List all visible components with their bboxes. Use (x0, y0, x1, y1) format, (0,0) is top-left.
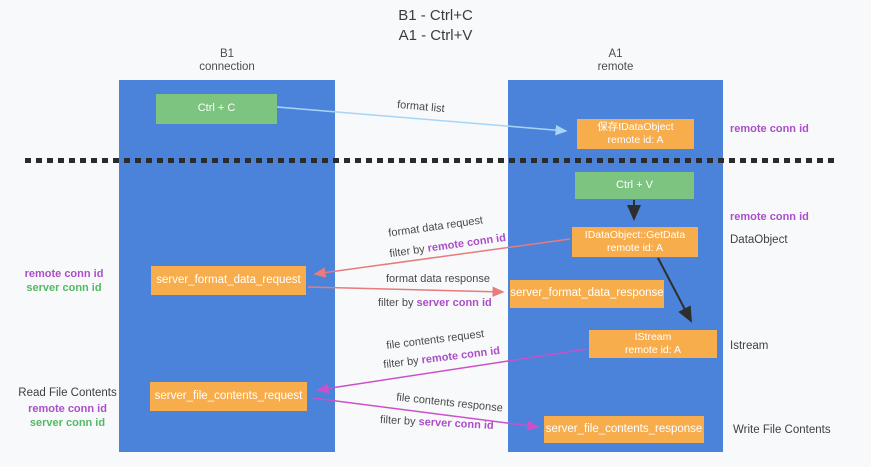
diagram-title: B1 - Ctrl+C A1 - Ctrl+V (0, 6, 871, 46)
left-top-conn-id-labels: remote conn id server conn id (12, 267, 116, 295)
label-istream: Istream (730, 340, 769, 352)
label-remote-conn-id: remote conn id (28, 403, 107, 415)
node-ctrl-c-label: Ctrl + C (197, 102, 236, 115)
arrow-format-data-response (307, 286, 505, 297)
label-remote-conn-id-top: remote conn id (730, 123, 809, 135)
label-format-data-response: format data response (386, 273, 490, 285)
node-server-format-data-response: server_format_data_response (510, 280, 664, 308)
node-server-file-contents-request: server_file_contents_request (150, 382, 307, 411)
node-server-file-contents-request-label: server_file_contents_request (154, 389, 303, 402)
node-getdata-line1: IDataObject::GetData (584, 228, 686, 241)
filter-prefix: filter by (388, 243, 426, 261)
node-save-dataobject-line1: 保存IDataObject (597, 120, 674, 133)
node-ctrl-c: Ctrl + C (156, 94, 277, 124)
filter-prefix: filter by (382, 354, 420, 372)
left-column-name: B1 (219, 48, 235, 60)
label-server-conn-id: server conn id (26, 282, 102, 294)
node-server-format-data-request: server_format_data_request (151, 266, 306, 295)
node-idataobject-getdata: IDataObject::GetData remote id: A (572, 227, 698, 257)
node-getdata-line2: remote id: A (606, 242, 664, 254)
title-line-a1: A1 - Ctrl+V (398, 27, 473, 44)
label-file-response-filter: filter by server conn id (380, 414, 494, 432)
label-write-file-contents: Write File Contents (733, 424, 831, 436)
filter-value-remote-conn-id: remote conn id (420, 344, 501, 367)
title-line-b1: B1 - Ctrl+C (398, 7, 473, 24)
node-istream-line2: remote id: A (624, 344, 682, 356)
label-server-conn-id: server conn id (29, 417, 106, 429)
label-format-response-filter: filter by server conn id (378, 297, 492, 309)
right-column-header: A1 remote (508, 48, 723, 74)
right-column-name: A1 (608, 48, 623, 60)
node-ctrl-v: Ctrl + V (575, 172, 694, 199)
node-save-dataobject: 保存IDataObject remote id: A (577, 119, 694, 149)
node-server-file-contents-response-label: server_file_contents_response (545, 422, 703, 435)
filter-prefix: filter by (379, 414, 416, 428)
node-istream-line1: IStream (634, 330, 672, 343)
label-remote-conn-id: remote conn id (24, 268, 104, 280)
filter-value-remote-conn-id: remote conn id (426, 231, 507, 255)
left-column-header: B1 connection (119, 48, 335, 74)
filter-prefix: filter by (378, 297, 414, 309)
right-column-role: remote (597, 61, 634, 73)
node-server-format-data-request-label: server_format_data_request (156, 273, 301, 286)
left-column-role: connection (199, 61, 255, 73)
node-ctrl-v-label: Ctrl + V (616, 178, 653, 191)
node-server-format-data-response-label: server_format_data_response (510, 287, 664, 300)
label-format-list: format list (396, 98, 446, 116)
node-server-file-contents-response: server_file_contents_response (544, 416, 704, 443)
filter-value-server-conn-id: server conn id (416, 297, 492, 309)
label-read-file-contents: Read File Contents (18, 387, 117, 399)
phase-separator-dashed-line (25, 158, 838, 163)
filter-value-server-conn-id: server conn id (418, 416, 494, 432)
label-remote-conn-id-mid: remote conn id (730, 211, 809, 223)
label-file-contents-response: file contents response (395, 391, 504, 415)
label-dataobject: DataObject (730, 234, 788, 246)
node-save-dataobject-line2: remote id: A (607, 134, 664, 146)
node-istream: IStream remote id: A (589, 330, 717, 358)
left-bottom-labels: Read File Contents remote conn id server… (10, 386, 125, 430)
